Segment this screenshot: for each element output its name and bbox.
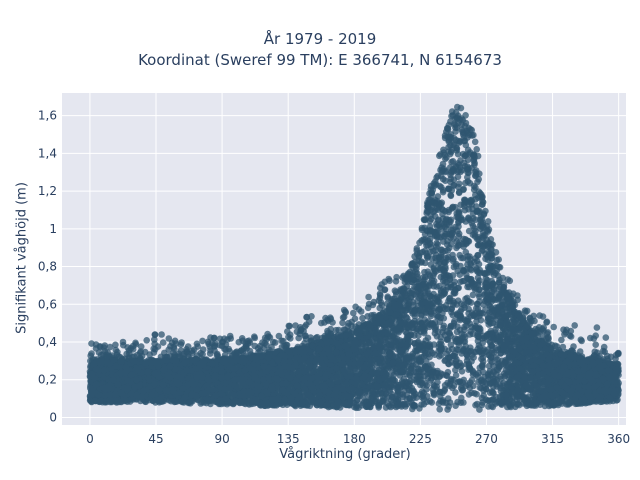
data-points: [86, 103, 622, 413]
data-point: [447, 192, 455, 200]
data-point: [480, 392, 488, 399]
data-point: [112, 341, 119, 349]
data-point: [449, 158, 457, 165]
data-point: [592, 341, 599, 349]
data-point: [388, 369, 396, 377]
data-point: [510, 290, 517, 298]
chart-subtitle: Koordinat (Sweref 99 TM): E 366741, N 61…: [138, 51, 502, 69]
data-point: [465, 391, 473, 398]
data-point: [225, 345, 232, 353]
data-point: [558, 336, 565, 344]
data-point: [456, 316, 464, 324]
data-point: [158, 331, 165, 338]
data-point: [339, 319, 346, 327]
data-point: [475, 378, 482, 386]
data-point: [295, 334, 303, 342]
data-point: [365, 293, 372, 301]
data-point: [571, 322, 578, 329]
data-point: [459, 386, 467, 394]
data-point: [475, 241, 482, 249]
data-point: [327, 325, 335, 333]
data-point: [516, 401, 523, 409]
data-point: [286, 322, 294, 330]
data-point: [493, 256, 501, 264]
data-point: [458, 368, 466, 375]
data-point: [449, 257, 457, 265]
data-point: [439, 175, 447, 183]
data-point: [484, 218, 492, 225]
data-point: [445, 360, 453, 368]
data-point: [418, 312, 425, 319]
data-point: [478, 201, 486, 208]
data-point: [514, 296, 521, 304]
data-point: [559, 343, 567, 351]
chart-title: År 1979 - 2019: [263, 30, 377, 48]
data-point: [456, 251, 464, 259]
data-point: [454, 103, 461, 111]
data-point: [441, 134, 449, 142]
data-point: [436, 406, 444, 413]
data-point: [454, 227, 461, 235]
